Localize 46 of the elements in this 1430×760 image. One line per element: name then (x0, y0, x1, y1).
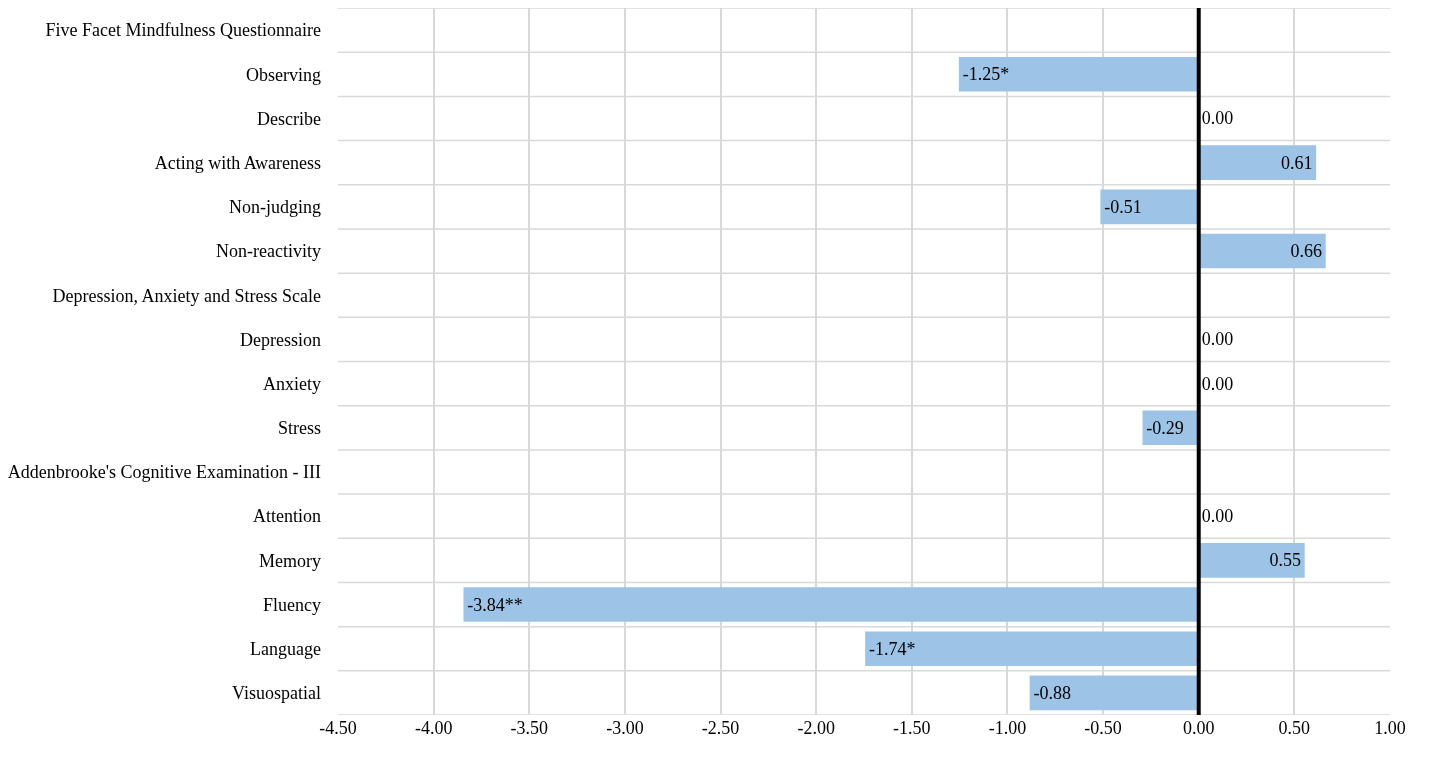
x-tick-label: -1.50 (893, 718, 931, 738)
x-tick-label: 0.50 (1278, 718, 1311, 738)
data-label: -1.74* (868, 638, 916, 659)
x-tick-label: -3.50 (510, 718, 549, 738)
y-tick-label: Depression, Anxiety and Stress Scale (52, 285, 322, 306)
bar (1029, 675, 1200, 711)
bar (1100, 189, 1200, 225)
y-tick-label: Acting with Awareness (154, 152, 321, 173)
y-tick-label: Non-reactivity (216, 241, 321, 262)
data-label: 0.61 (1280, 152, 1313, 173)
y-tick-label: Non-judging (229, 197, 321, 218)
x-tick-label: -0.50 (1084, 718, 1122, 738)
data-label: 0.00 (1201, 373, 1234, 394)
data-label: 0.00 (1201, 506, 1234, 527)
bar (958, 56, 1200, 92)
data-label: -0.51 (1104, 196, 1142, 217)
data-label: 0.55 (1269, 550, 1301, 571)
bar (463, 587, 1200, 622)
bar (865, 631, 1200, 667)
y-tick-label: Stress (277, 418, 321, 439)
x-tick-label: 1.00 (1374, 718, 1406, 738)
x-tick-label: -2.50 (701, 718, 740, 738)
y-tick-label: Addenbrooke's Cognitive Examination - III (7, 462, 322, 483)
data-label: 0.00 (1201, 108, 1234, 129)
y-tick-label: Memory (259, 550, 321, 571)
data-label: 0.00 (1201, 329, 1234, 350)
y-tick-label: Depression (240, 329, 321, 350)
x-tick-label: -4.00 (414, 718, 453, 738)
y-tick-label: Describe (257, 108, 322, 129)
y-tick-label: Five Facet Mindfulness Questionnaire (45, 20, 322, 41)
y-tick-label: Fluency (263, 594, 321, 615)
y-tick-label: Anxiety (263, 373, 321, 394)
y-tick-label: Language (250, 639, 321, 660)
x-tick-label: -1.00 (988, 718, 1027, 738)
x-tick-label: -2.00 (797, 718, 835, 738)
data-label: -0.88 (1033, 682, 1071, 703)
data-label: 0.66 (1290, 241, 1322, 262)
y-tick-label: Observing (246, 64, 321, 85)
x-tick-label: -3.00 (606, 718, 644, 738)
x-tick-label: 0.00 (1182, 718, 1215, 738)
y-tick-label: Attention (253, 506, 321, 527)
x-tick-label: -4.50 (319, 718, 357, 738)
data-label: -0.29 (1146, 417, 1184, 438)
data-label: -1.25* (962, 64, 1010, 85)
y-tick-label: Visuospatial (232, 683, 321, 704)
data-label: -3.84** (467, 594, 523, 615)
